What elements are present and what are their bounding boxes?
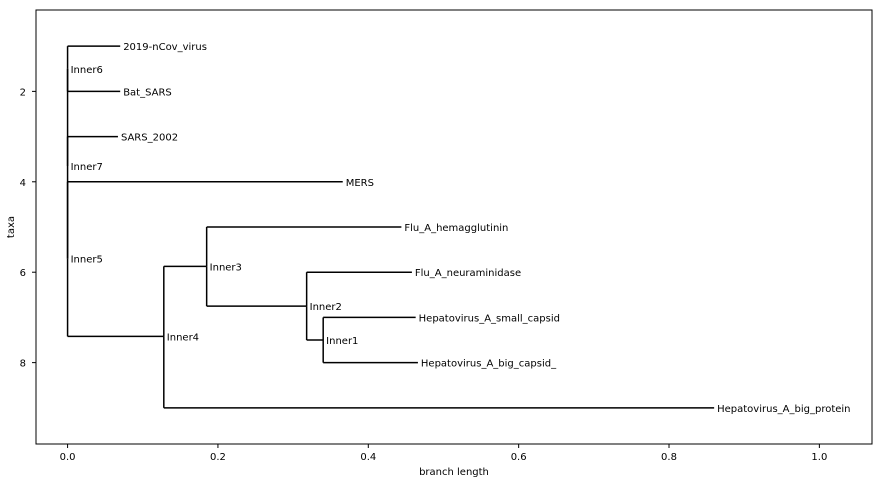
x-tick-label: 0.0 [60, 452, 76, 463]
x-tick-label: 0.6 [511, 452, 527, 463]
y-tick-label: 4 [20, 178, 26, 189]
plot-area: Inner7 Inner6 2019-nCov_virus Bat_SARS SARS_… [35, 9, 873, 445]
y-tick-label: 6 [20, 268, 26, 279]
x-axis-label: branch length [419, 467, 489, 478]
x-tick-label: 1.0 [811, 452, 827, 463]
y-axis-label: taxa [6, 216, 17, 238]
node-label-Flu_A_hemagglutinin: Flu_A_hemagglutinin [404, 223, 508, 234]
y-axis: 2 4 6 8 [20, 87, 36, 370]
node-label-Inner7: Inner7 [71, 162, 103, 173]
node-label-SARS_2002: SARS_2002 [121, 133, 178, 144]
node-label-MERS: MERS [346, 178, 374, 189]
node-label-Inner6: Inner6 [71, 65, 103, 76]
node-label-2019-nCov_virus: 2019-nCov_virus [123, 42, 207, 53]
node-label-Hepatovirus_A_big_protein: Hepatovirus_A_big_protein [717, 404, 850, 415]
node-labels: Inner7 Inner6 2019-nCov_virus Bat_SARS SARS_… [71, 42, 851, 415]
plot-frame [35, 9, 873, 445]
x-tick-label: 0.8 [661, 452, 677, 463]
node-label-Inner2: Inner2 [310, 302, 342, 313]
node-label-Inner3: Inner3 [210, 262, 242, 273]
node-label-Flu_A_neuraminidase: Flu_A_neuraminidase [415, 268, 521, 279]
y-tick-label: 2 [20, 87, 26, 98]
x-axis: 0.0 0.2 0.4 0.6 0.8 1.0 [60, 444, 827, 463]
node-label-Inner1: Inner1 [326, 336, 358, 347]
node-label-Hepatovirus_A_small_capsid: Hepatovirus_A_small_capsid [419, 313, 560, 324]
x-tick-label: 0.2 [210, 452, 226, 463]
y-tick-label: 8 [20, 359, 26, 370]
node-label-Hepatovirus_A_big_capsid_: Hepatovirus_A_big_capsid_ [421, 359, 557, 370]
node-label-Bat_SARS: Bat_SARS [123, 87, 172, 98]
node-label-Inner4: Inner4 [167, 332, 199, 343]
x-tick-label: 0.4 [360, 452, 376, 463]
tree-branches [66, 45, 715, 409]
node-label-Inner5: Inner5 [71, 255, 103, 266]
